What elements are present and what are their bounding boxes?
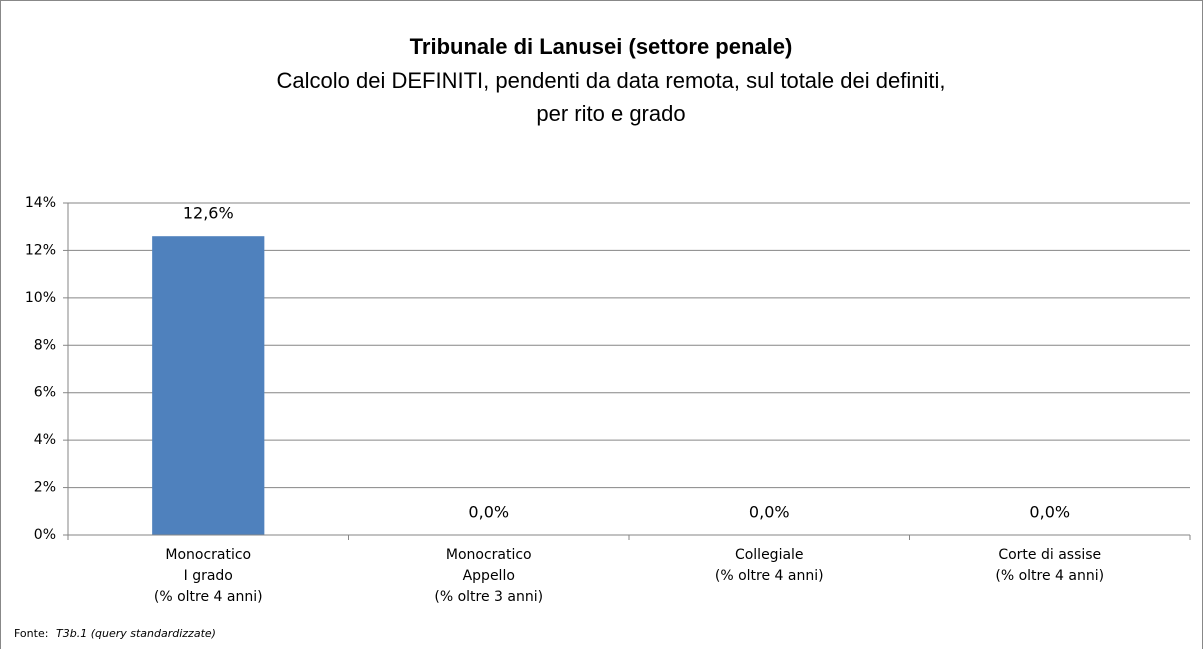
y-tick-label: 6%: [34, 385, 56, 401]
x-tick-label: (% oltre 4 anni): [995, 568, 1104, 584]
y-tick-label: 4%: [34, 432, 56, 448]
x-tick-label: Corte di assise: [998, 547, 1101, 563]
x-tick-label: I grado: [184, 568, 233, 584]
chart-title: Tribunale di Lanusei (settore penale): [410, 34, 793, 59]
x-tick-label: (% oltre 4 anni): [154, 589, 263, 605]
x-tick-label: Appello: [463, 568, 515, 584]
x-tick-label: Collegiale: [735, 547, 804, 563]
y-tick-label: 14%: [25, 195, 56, 211]
value-label: 0,0%: [1029, 503, 1070, 522]
x-tick-label: Monocratico: [446, 547, 532, 563]
value-label: 0,0%: [749, 503, 790, 522]
chart-subtitle: per rito e grado: [536, 101, 685, 126]
y-tick-label: 10%: [25, 290, 56, 306]
y-tick-label: 0%: [34, 527, 56, 543]
bar: [152, 236, 265, 535]
y-tick-label: 8%: [34, 337, 56, 353]
value-label: 0,0%: [468, 503, 509, 522]
x-tick-label: Monocratico: [165, 547, 251, 563]
source-label: Fonte:: [14, 627, 48, 640]
y-tick-label: 12%: [25, 242, 56, 258]
y-tick-label: 2%: [34, 480, 56, 496]
value-label: 12,6%: [183, 204, 234, 223]
x-tick-label: (% oltre 3 anni): [434, 589, 543, 605]
chart-subtitle: Calcolo dei DEFINITI, pendenti da data r…: [277, 68, 946, 93]
x-tick-label: (% oltre 4 anni): [715, 568, 824, 584]
source-text: T3b.1 (query standardizzate): [56, 627, 216, 640]
